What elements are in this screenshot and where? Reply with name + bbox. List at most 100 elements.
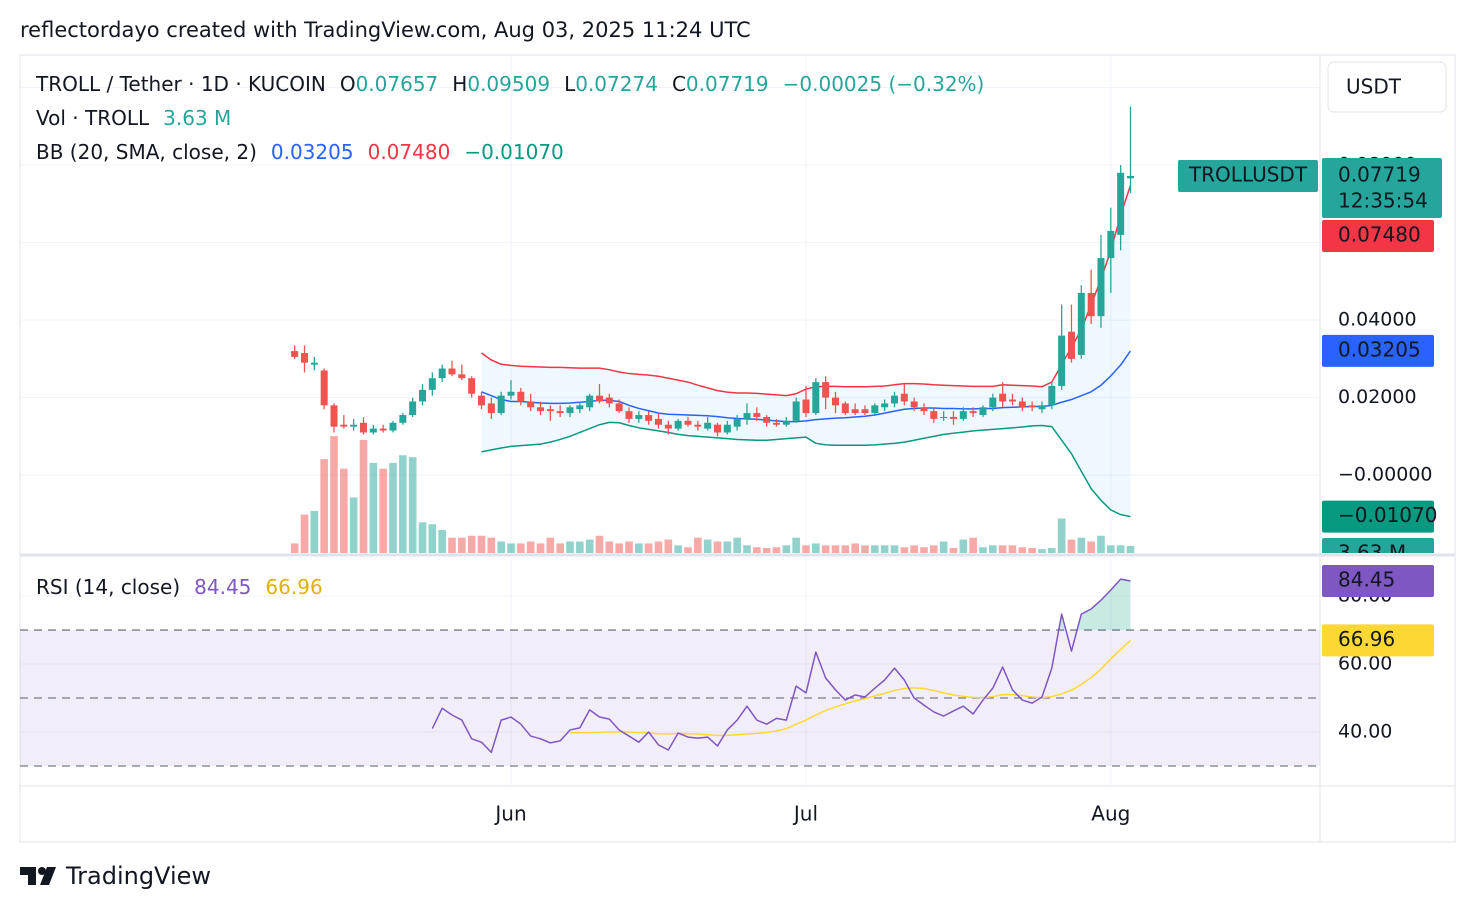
candle-body xyxy=(448,368,456,375)
candle-body xyxy=(792,401,800,421)
candle-body xyxy=(350,424,358,427)
volume-bar xyxy=(949,548,958,553)
candle-body xyxy=(487,403,495,414)
candle-body xyxy=(527,401,535,408)
volume-bar xyxy=(969,537,977,553)
bb-lower-value: −0.01070 xyxy=(464,140,563,164)
candle-body xyxy=(536,407,544,412)
volume-badge xyxy=(1322,538,1434,553)
volume-bar xyxy=(733,537,741,553)
candle-body xyxy=(546,409,554,412)
candle-body xyxy=(654,418,662,425)
volume-bar xyxy=(694,537,702,553)
rsi-badge-text: 84.45 xyxy=(1338,567,1395,591)
volume-value: 3.63 M xyxy=(163,106,231,130)
x-tick-label: Aug xyxy=(1091,802,1130,826)
legend: TROLL / Tether · 1D · KUCOIN O0.07657 H0.0… xyxy=(35,72,984,599)
candle-body xyxy=(812,382,820,414)
candle-body xyxy=(861,409,869,414)
candle-body xyxy=(822,382,830,398)
volume-bar xyxy=(723,541,732,553)
candle-body xyxy=(291,351,299,357)
volume-bar xyxy=(920,547,928,553)
candle-body xyxy=(320,370,328,406)
volume-bar xyxy=(330,436,338,553)
candle-body xyxy=(772,422,780,425)
volume-bar xyxy=(340,468,348,553)
last-price: 0.07719 xyxy=(1338,162,1421,186)
candle-body xyxy=(664,424,672,429)
candle-body xyxy=(999,393,1007,402)
currency-label[interactable]: USDT xyxy=(1346,75,1402,99)
candle-body xyxy=(458,374,466,379)
volume-bar xyxy=(536,543,545,553)
volume-bar xyxy=(900,547,909,553)
volume-bar xyxy=(1116,545,1125,553)
candle-body xyxy=(625,411,633,419)
ohlc-value: 0.07719 xyxy=(686,72,769,96)
bb-title: BB (20, SMA, close, 2) xyxy=(36,140,257,164)
branding: TradingView xyxy=(65,862,211,890)
attribution: reflectordayo created with TradingView.c… xyxy=(20,18,751,42)
volume-bar xyxy=(831,545,840,553)
symbol-title: TROLL / Tether · 1D · KUCOIN xyxy=(35,72,326,96)
volume-bar xyxy=(753,547,761,553)
volume-bar xyxy=(526,541,535,553)
volume-bar xyxy=(487,537,496,553)
candle-body xyxy=(674,420,682,429)
candle-body xyxy=(704,422,712,429)
candle-body xyxy=(586,395,594,408)
candle-body xyxy=(930,411,938,419)
candle-body xyxy=(910,401,918,408)
candle-body xyxy=(694,424,702,427)
candle-body xyxy=(556,411,564,414)
volume-bar xyxy=(703,539,712,553)
candle-body xyxy=(1008,399,1016,402)
legend-row: TROLL / Tether · 1D · KUCOIN O0.07657 H0.0… xyxy=(35,72,984,96)
candle-body xyxy=(1018,401,1026,408)
volume-bar xyxy=(605,541,614,553)
candle-body xyxy=(890,395,898,404)
candle-body xyxy=(379,428,387,431)
volume-bar xyxy=(359,439,368,553)
ohlc-letter: H xyxy=(452,72,467,96)
y-tick-label: 0.04000 xyxy=(1338,309,1417,331)
candle-body xyxy=(959,411,967,419)
bb-upper-value: 0.07480 xyxy=(368,140,451,164)
candle-body xyxy=(1077,292,1085,355)
x-tick-label: Jul xyxy=(792,802,818,826)
candle-body xyxy=(1028,405,1036,408)
candle-body xyxy=(1038,405,1046,410)
volume-bar xyxy=(654,541,663,553)
volume-bar xyxy=(772,547,781,553)
candle-body xyxy=(517,391,525,402)
volume-bar xyxy=(1107,545,1115,553)
price-pane xyxy=(290,106,1135,553)
candle-body xyxy=(340,424,348,427)
ohlc-letter: C xyxy=(672,72,686,96)
volume-bar xyxy=(890,545,899,553)
volume-bar xyxy=(743,545,751,553)
volume-bar xyxy=(851,543,859,553)
volume-bar xyxy=(1018,547,1027,553)
change-value: −0.00025 (−0.32%) xyxy=(783,72,985,96)
currency-button[interactable] xyxy=(1327,61,1447,113)
candle-body xyxy=(301,353,309,363)
candle-body xyxy=(989,397,997,408)
rsi-ma-line xyxy=(570,639,1131,737)
bb-basis-badge-text: 0.03205 xyxy=(1338,337,1421,361)
candle-body xyxy=(645,415,653,421)
volume-bar xyxy=(438,530,446,553)
bb-basis-value: 0.03205 xyxy=(271,140,354,164)
volume-bar xyxy=(979,547,987,553)
volume-bar xyxy=(635,543,643,553)
volume-bar xyxy=(458,537,466,553)
symbol-tag xyxy=(1178,159,1318,192)
volume-bar xyxy=(310,510,319,553)
volume-bar xyxy=(467,535,476,553)
volume-bar xyxy=(871,545,879,553)
volume-bar xyxy=(595,535,604,553)
